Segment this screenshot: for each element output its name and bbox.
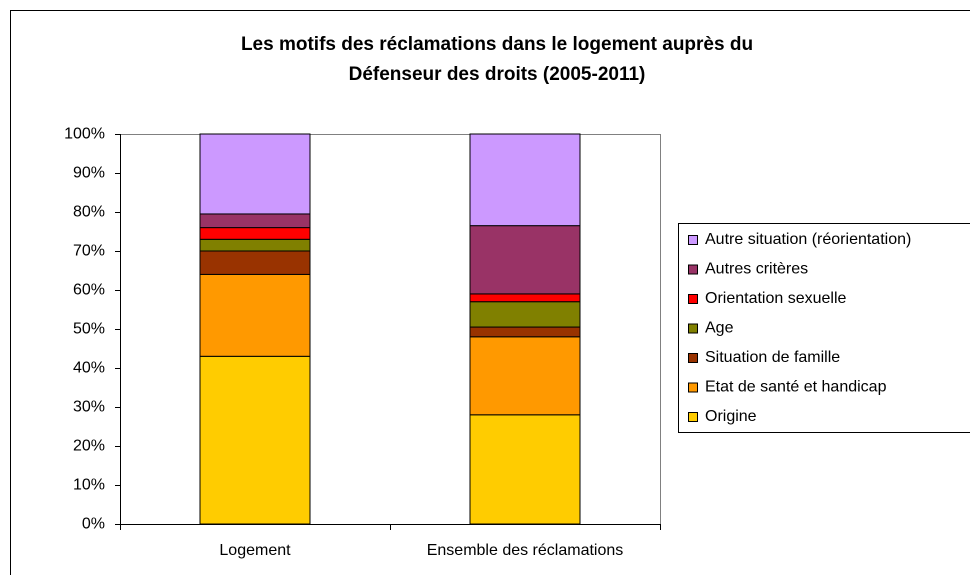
legend-swatch [688,235,698,245]
bar-segment [469,414,581,525]
bar-segment [199,355,311,525]
bar-segment [199,227,311,240]
legend-swatch [688,412,698,422]
y-tick-label: 0% [82,516,105,533]
y-tick-label: 50% [73,321,105,338]
bar-segment [469,293,581,303]
bar-segment [469,225,581,295]
bar-segment [469,301,581,328]
legend [678,223,970,433]
y-tick-label: 100% [64,126,105,143]
legend-label: Origine [705,408,757,425]
y-tick-label: 30% [73,399,105,416]
bar-segment [199,273,311,357]
legend-label: Etat de santé et handicap [705,379,887,396]
legend-label: Age [705,320,734,337]
x-tick-label: Ensemble des réclamations [427,542,624,559]
y-tick-label: 90% [73,165,105,182]
y-tick-label: 10% [73,477,105,494]
bar-segment [469,326,581,338]
bar-segment [199,250,311,275]
bar-segment [199,133,311,215]
legend-swatch [688,264,698,275]
legend-label: Autres critères [705,261,808,278]
legend-swatch [688,323,698,334]
legend-swatch [688,294,698,304]
y-tick-label: 80% [73,204,105,221]
y-tick-label: 60% [73,282,105,299]
bar-segment [199,213,311,229]
y-tick-label: 40% [73,360,105,377]
y-tick-label: 20% [73,438,105,455]
chart-title: Les motifs des réclamations dans le loge… [241,34,753,55]
bar-segment [469,336,581,416]
legend-label: Autre situation (réorientation) [705,231,911,248]
legend-label: Orientation sexuelle [705,290,847,307]
legend-swatch [688,353,698,363]
legend-label: Situation de famille [705,349,840,366]
chart-title: Défenseur des droits (2005-2011) [349,64,646,85]
legend-swatch [688,382,698,393]
y-tick-label: 70% [73,243,105,260]
x-tick-label: Logement [219,542,291,559]
bar-segment [469,133,581,227]
bar-segment [199,238,311,252]
